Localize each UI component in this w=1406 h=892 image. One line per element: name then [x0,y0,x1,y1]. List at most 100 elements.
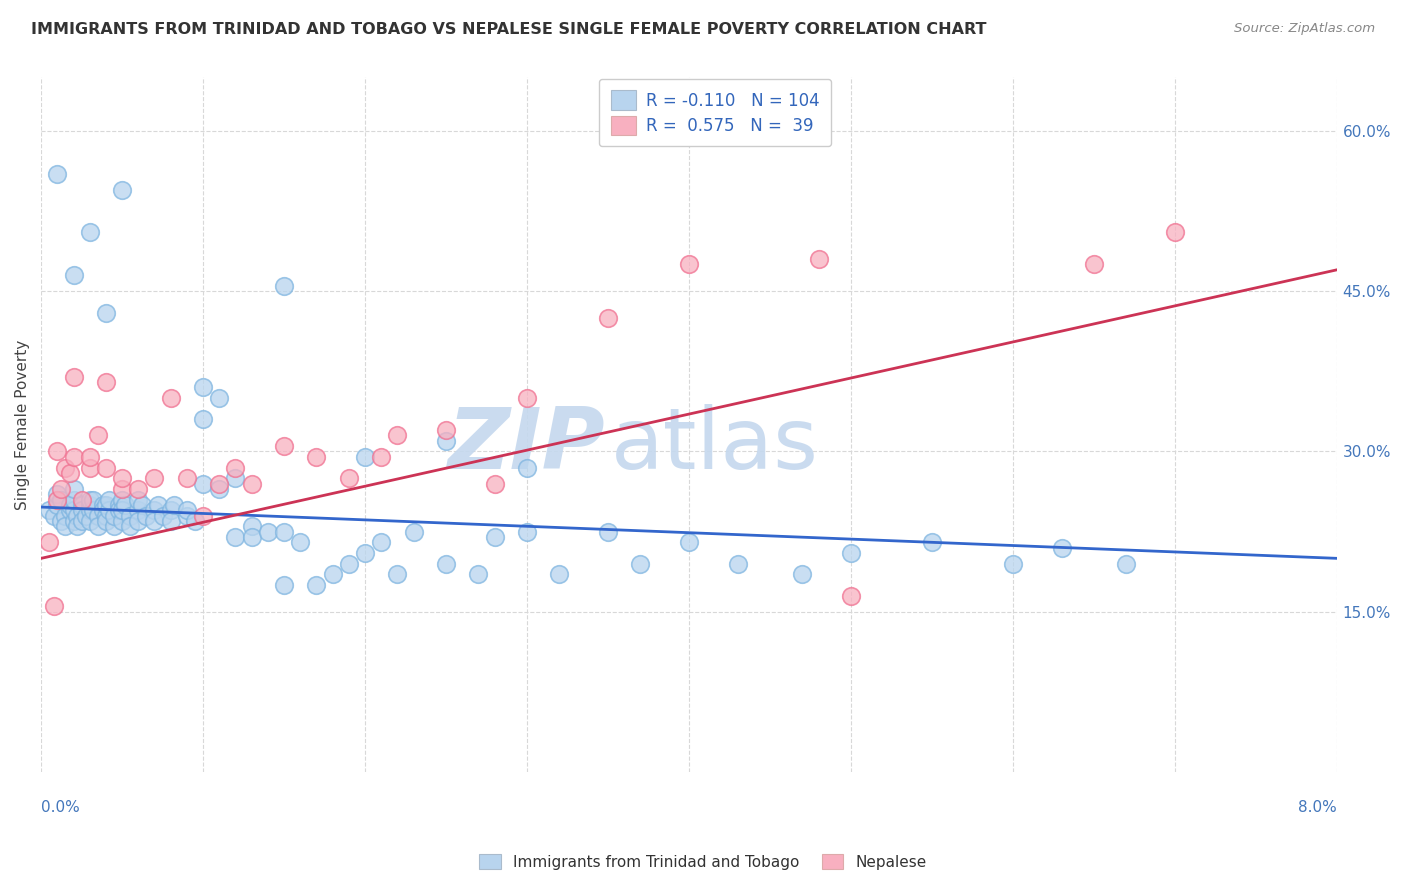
Point [387,567,409,582]
Point [70,498,93,512]
Point [87,519,110,533]
Point [82,492,104,507]
Point [467,567,489,582]
Point [46,167,69,181]
Point [224,460,246,475]
Point [66,508,89,523]
Point [131,498,153,512]
Point [46,498,69,512]
Point [354,450,377,464]
Point [127,482,149,496]
Point [921,535,943,549]
Point [79,450,101,464]
Point [66,519,89,533]
Point [59,498,82,512]
Y-axis label: Single Female Poverty: Single Female Poverty [15,340,30,510]
Point [91,498,114,512]
Point [108,503,131,517]
Point [273,278,295,293]
Point [191,412,214,426]
Point [42,599,65,614]
Point [839,589,862,603]
Point [103,519,125,533]
Point [62,369,84,384]
Point [62,450,84,464]
Point [114,498,136,512]
Point [62,492,84,507]
Point [62,268,84,282]
Point [191,380,214,394]
Point [176,508,198,523]
Legend: Immigrants from Trinidad and Tobago, Nepalese: Immigrants from Trinidad and Tobago, Nep… [471,846,935,877]
Point [484,530,506,544]
Point [839,546,862,560]
Point [1115,557,1137,571]
Point [630,557,652,571]
Point [79,492,101,507]
Point [120,519,142,533]
Point [159,514,181,528]
Point [273,524,295,539]
Point [159,391,181,405]
Point [94,514,117,528]
Point [79,460,101,475]
Point [159,503,181,517]
Point [94,460,117,475]
Point [111,492,134,507]
Point [62,482,84,496]
Point [354,546,377,560]
Point [402,524,425,539]
Point [727,557,749,571]
Point [46,492,69,507]
Point [434,557,457,571]
Point [370,450,392,464]
Point [678,257,700,271]
Point [1050,541,1073,555]
Point [516,460,538,475]
Point [191,508,214,523]
Point [337,471,360,485]
Point [337,557,360,571]
Point [46,487,69,501]
Point [79,503,101,517]
Point [49,492,72,507]
Point [184,514,207,528]
Point [94,375,117,389]
Point [290,535,312,549]
Point [111,514,134,528]
Point [208,482,231,496]
Text: 0.0%: 0.0% [41,800,80,815]
Point [111,482,134,496]
Point [305,578,328,592]
Point [38,503,60,517]
Point [224,530,246,544]
Point [152,508,174,523]
Point [305,450,328,464]
Text: 8.0%: 8.0% [1298,800,1337,815]
Text: atlas: atlas [612,404,820,487]
Point [224,471,246,485]
Point [434,434,457,448]
Point [176,503,198,517]
Point [1083,257,1105,271]
Point [87,508,110,523]
Point [103,508,125,523]
Point [143,471,166,485]
Text: IMMIGRANTS FROM TRINIDAD AND TOBAGO VS NEPALESE SINGLE FEMALE POVERTY CORRELATIO: IMMIGRANTS FROM TRINIDAD AND TOBAGO VS N… [31,22,987,37]
Point [807,252,830,266]
Point [176,471,198,485]
Point [135,508,157,523]
Text: Source: ZipAtlas.com: Source: ZipAtlas.com [1234,22,1375,36]
Point [70,514,93,528]
Point [94,305,117,319]
Point [208,391,231,405]
Point [55,460,77,475]
Point [120,508,142,523]
Point [49,482,72,496]
Point [792,567,814,582]
Point [240,476,263,491]
Point [516,391,538,405]
Point [79,498,101,512]
Point [87,428,110,442]
Point [94,498,117,512]
